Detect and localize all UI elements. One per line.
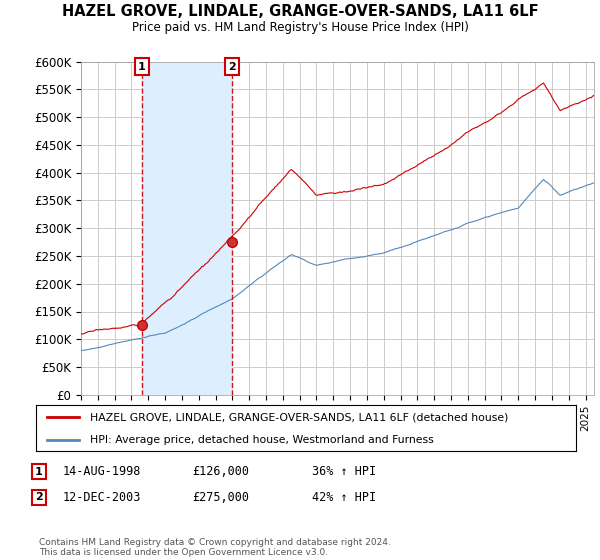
Text: HPI: Average price, detached house, Westmorland and Furness: HPI: Average price, detached house, West… bbox=[90, 435, 434, 445]
Text: 14-AUG-1998: 14-AUG-1998 bbox=[63, 465, 142, 478]
Text: 36% ↑ HPI: 36% ↑ HPI bbox=[312, 465, 376, 478]
Text: £126,000: £126,000 bbox=[192, 465, 249, 478]
Text: Contains HM Land Registry data © Crown copyright and database right 2024.
This d: Contains HM Land Registry data © Crown c… bbox=[39, 538, 391, 557]
Text: 2: 2 bbox=[35, 492, 43, 502]
Text: 2: 2 bbox=[227, 62, 235, 72]
Text: 1: 1 bbox=[35, 466, 43, 477]
Text: 42% ↑ HPI: 42% ↑ HPI bbox=[312, 491, 376, 504]
Text: 12-DEC-2003: 12-DEC-2003 bbox=[63, 491, 142, 504]
Bar bbox=[142, 62, 232, 395]
Text: 1: 1 bbox=[138, 62, 146, 72]
Text: HAZEL GROVE, LINDALE, GRANGE-OVER-SANDS, LA11 6LF (detached house): HAZEL GROVE, LINDALE, GRANGE-OVER-SANDS,… bbox=[90, 412, 508, 422]
Text: £275,000: £275,000 bbox=[192, 491, 249, 504]
Text: Price paid vs. HM Land Registry's House Price Index (HPI): Price paid vs. HM Land Registry's House … bbox=[131, 21, 469, 34]
Text: HAZEL GROVE, LINDALE, GRANGE-OVER-SANDS, LA11 6LF: HAZEL GROVE, LINDALE, GRANGE-OVER-SANDS,… bbox=[62, 4, 538, 19]
